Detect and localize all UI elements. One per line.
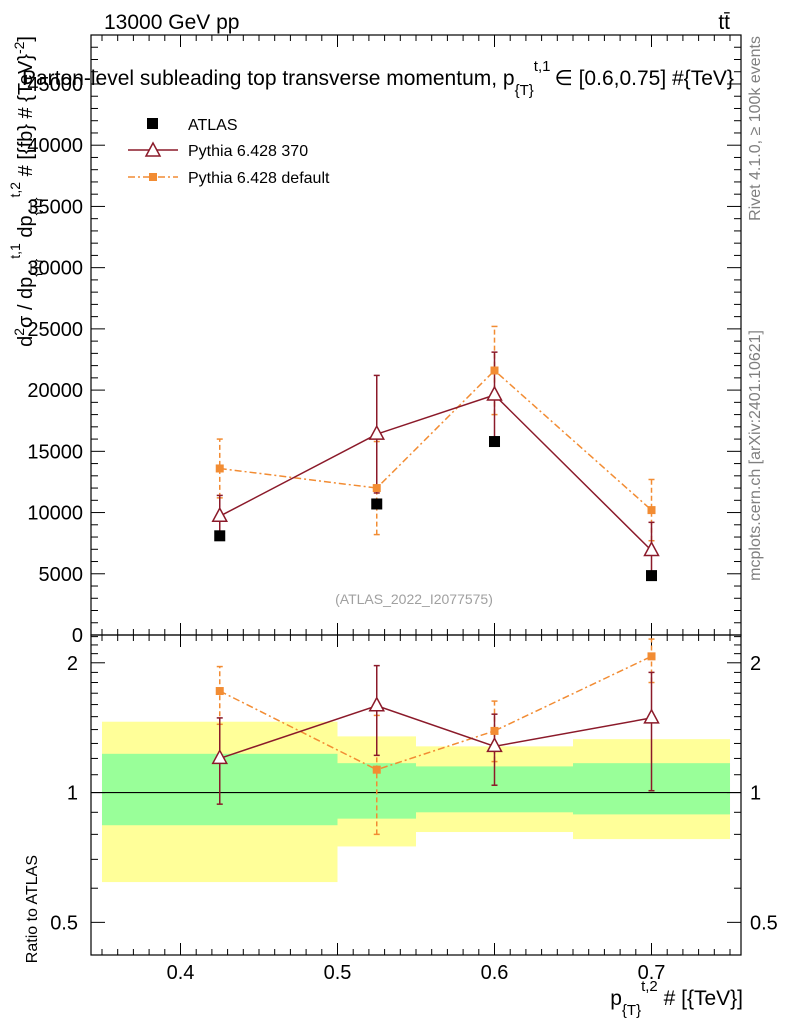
main-y-tick-label: 40000 [27,135,83,157]
main-y-axis-label: d2σ / dp{T}t,1 dp{T}t,2 # [{fb} # {TeV}-… [7,36,43,347]
legend-label-pythia-370: Pythia 6.428 370 [188,143,308,160]
data-point-pythia-370 [211,506,228,522]
main-y-tick-label: 35000 [27,196,83,218]
main-y-tick-label: 25000 [27,319,83,341]
data-point-pythia-370 [368,424,386,440]
ratio-point-pythia-370 [211,748,228,765]
data-point-atlas [214,530,226,542]
x-tick-label: 0.5 [324,962,352,984]
analysis-watermark: (ATLAS_2022_I2077575) [335,591,493,607]
ratio-point-pythia-default [372,765,381,774]
data-point-pythia-default [215,464,224,473]
x-tick-label: 0.6 [481,962,509,984]
axes-ticks [91,34,741,955]
ratio-point-pythia-default [647,652,656,661]
data-point-pythia-370 [486,385,503,401]
ratio-y-tick-label: 2 [67,653,78,675]
ylabel-part-4: t,1 [7,243,23,259]
title-sup: t,1 [534,58,551,75]
series-line-pythia-default [219,369,653,511]
process-label: tt̄ [718,11,730,34]
main-y-tick-label: 5000 [39,564,84,586]
mcplots-source-label: mcplots.cern.ch [arXiv:2401.10621] [747,330,764,581]
data-point-pythia-default [647,506,656,515]
xlabel-part-0: p [610,987,622,1010]
ratio-point-pythia-370 [486,736,503,753]
ylabel-part-5: dp [15,215,37,243]
ratio-y-tick-label-right: 0.5 [750,912,778,934]
series-line-pythia-370 [219,394,653,552]
legend-label-atlas: ATLAS [188,117,238,134]
ratio-point-pythia-default [215,687,224,696]
title-main: Parton-level subleading top transverse m… [22,67,515,90]
ylabel-part-6: {T} [27,197,43,215]
ylabel-part-7: t,2 [7,182,23,198]
legend-marker-atlas [147,118,158,129]
data-point-pythia-370 [643,540,660,557]
legend-marker-pythia-370 [144,141,162,157]
ratio-uncertainty-bands [91,721,741,883]
ratio-point-pythia-370 [368,696,386,712]
chart-title: Parton-level subleading top transverse m… [22,58,734,99]
main-y-tick-label: 15000 [27,441,83,463]
energy-label: 13000 GeV pp [104,11,239,34]
ratio-panel-series [211,638,660,836]
ratio-y-tick-label: 1 [67,783,78,805]
xlabel-part-3: # [{TeV}] [658,987,743,1010]
main-y-tick-label: 20000 [27,380,83,402]
panel-frames [90,34,742,956]
main-y-tick-label: 10000 [27,503,83,525]
main-panel-series [211,325,660,582]
x-tick-label: 0.4 [167,962,195,984]
data-point-atlas [489,436,501,448]
ratio-point-pythia-default [490,726,499,735]
ylabel-part-10: ] [15,36,37,42]
title-sub: {T} [515,82,534,99]
title-tail: ∈ [0.6,0.75] #{TeV} [554,67,733,90]
ratio-line-pythia-370 [219,704,652,760]
x-tick-label: 0.7 [638,962,666,984]
ylabel-part-1: 2 [11,328,27,336]
main-y-tick-label: 0 [72,625,83,647]
data-point-atlas [646,570,658,582]
data-point-pythia-default [372,484,381,493]
ratio-point-pythia-370 [643,708,660,724]
ratio-y-tick-label-right: 2 [750,653,761,675]
ratio-y-tick-label-right: 1 [750,783,761,805]
ylabel-part-0: d [15,336,37,347]
ylabel-part-2: σ / dp [15,277,37,328]
ratio-y-tick-label: 0.5 [50,912,78,934]
data-point-atlas [371,498,383,510]
ratio-panel-frame [90,634,742,956]
xlabel-part-2: t,2 [641,978,658,995]
xlabel-part-1: {T} [622,1002,641,1019]
ylabel-part-9: -2 [11,41,27,54]
tick-labels: 0.4 0.5 0.6 0.7 0 5000 10000 15000 20000 25000 300… [27,74,777,984]
ylabel-part-8: # [{fb} # {TeV} [15,54,37,182]
rivet-version-label: Rivet 4.1.0, ≥ 100k events [747,36,764,221]
legend-marker-pythia-default [149,173,157,181]
data-point-pythia-default [490,366,499,375]
ylabel-part-3: {T} [27,258,43,276]
ratio-y-axis-label: Ratio to ATLAS [24,855,41,963]
main-y-tick-label: 30000 [27,258,83,280]
main-y-tick-label: 45000 [27,74,83,96]
x-axis-label: p{T}t,2 # [{TeV}] [610,978,743,1019]
legend-label-pythia-default: Pythia 6.428 default [188,170,330,187]
legend: ATLAS Pythia 6.428 370 Pythia 6.428 defa… [128,117,330,187]
ratio-line-pythia-default [219,655,652,771]
